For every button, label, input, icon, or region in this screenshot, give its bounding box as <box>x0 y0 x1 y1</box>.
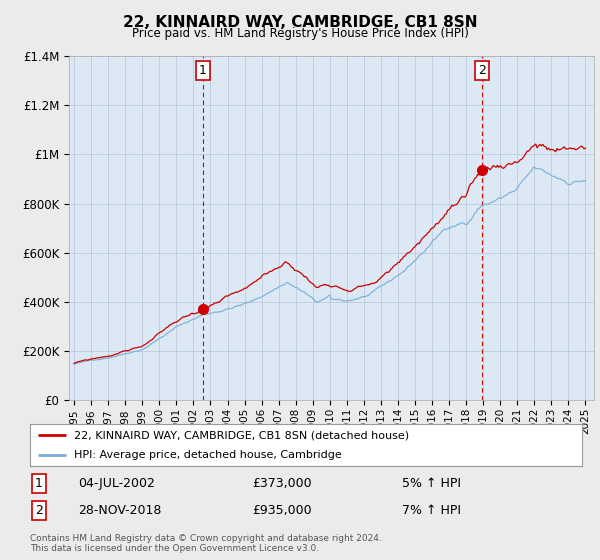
Text: 22, KINNAIRD WAY, CAMBRIDGE, CB1 8SN: 22, KINNAIRD WAY, CAMBRIDGE, CB1 8SN <box>123 15 477 30</box>
Text: 7% ↑ HPI: 7% ↑ HPI <box>402 504 461 517</box>
Text: HPI: Average price, detached house, Cambridge: HPI: Average price, detached house, Camb… <box>74 450 342 460</box>
Text: Contains HM Land Registry data © Crown copyright and database right 2024.
This d: Contains HM Land Registry data © Crown c… <box>30 534 382 553</box>
Text: 22, KINNAIRD WAY, CAMBRIDGE, CB1 8SN (detached house): 22, KINNAIRD WAY, CAMBRIDGE, CB1 8SN (de… <box>74 430 409 440</box>
Text: 28-NOV-2018: 28-NOV-2018 <box>78 504 161 517</box>
Text: 04-JUL-2002: 04-JUL-2002 <box>78 477 155 490</box>
Text: 5% ↑ HPI: 5% ↑ HPI <box>402 477 461 490</box>
Text: Price paid vs. HM Land Registry's House Price Index (HPI): Price paid vs. HM Land Registry's House … <box>131 27 469 40</box>
Text: £373,000: £373,000 <box>252 477 311 490</box>
Text: 2: 2 <box>478 64 486 77</box>
Text: 1: 1 <box>199 64 207 77</box>
Text: £935,000: £935,000 <box>252 504 311 517</box>
Text: 2: 2 <box>35 504 43 517</box>
Text: 1: 1 <box>35 477 43 490</box>
